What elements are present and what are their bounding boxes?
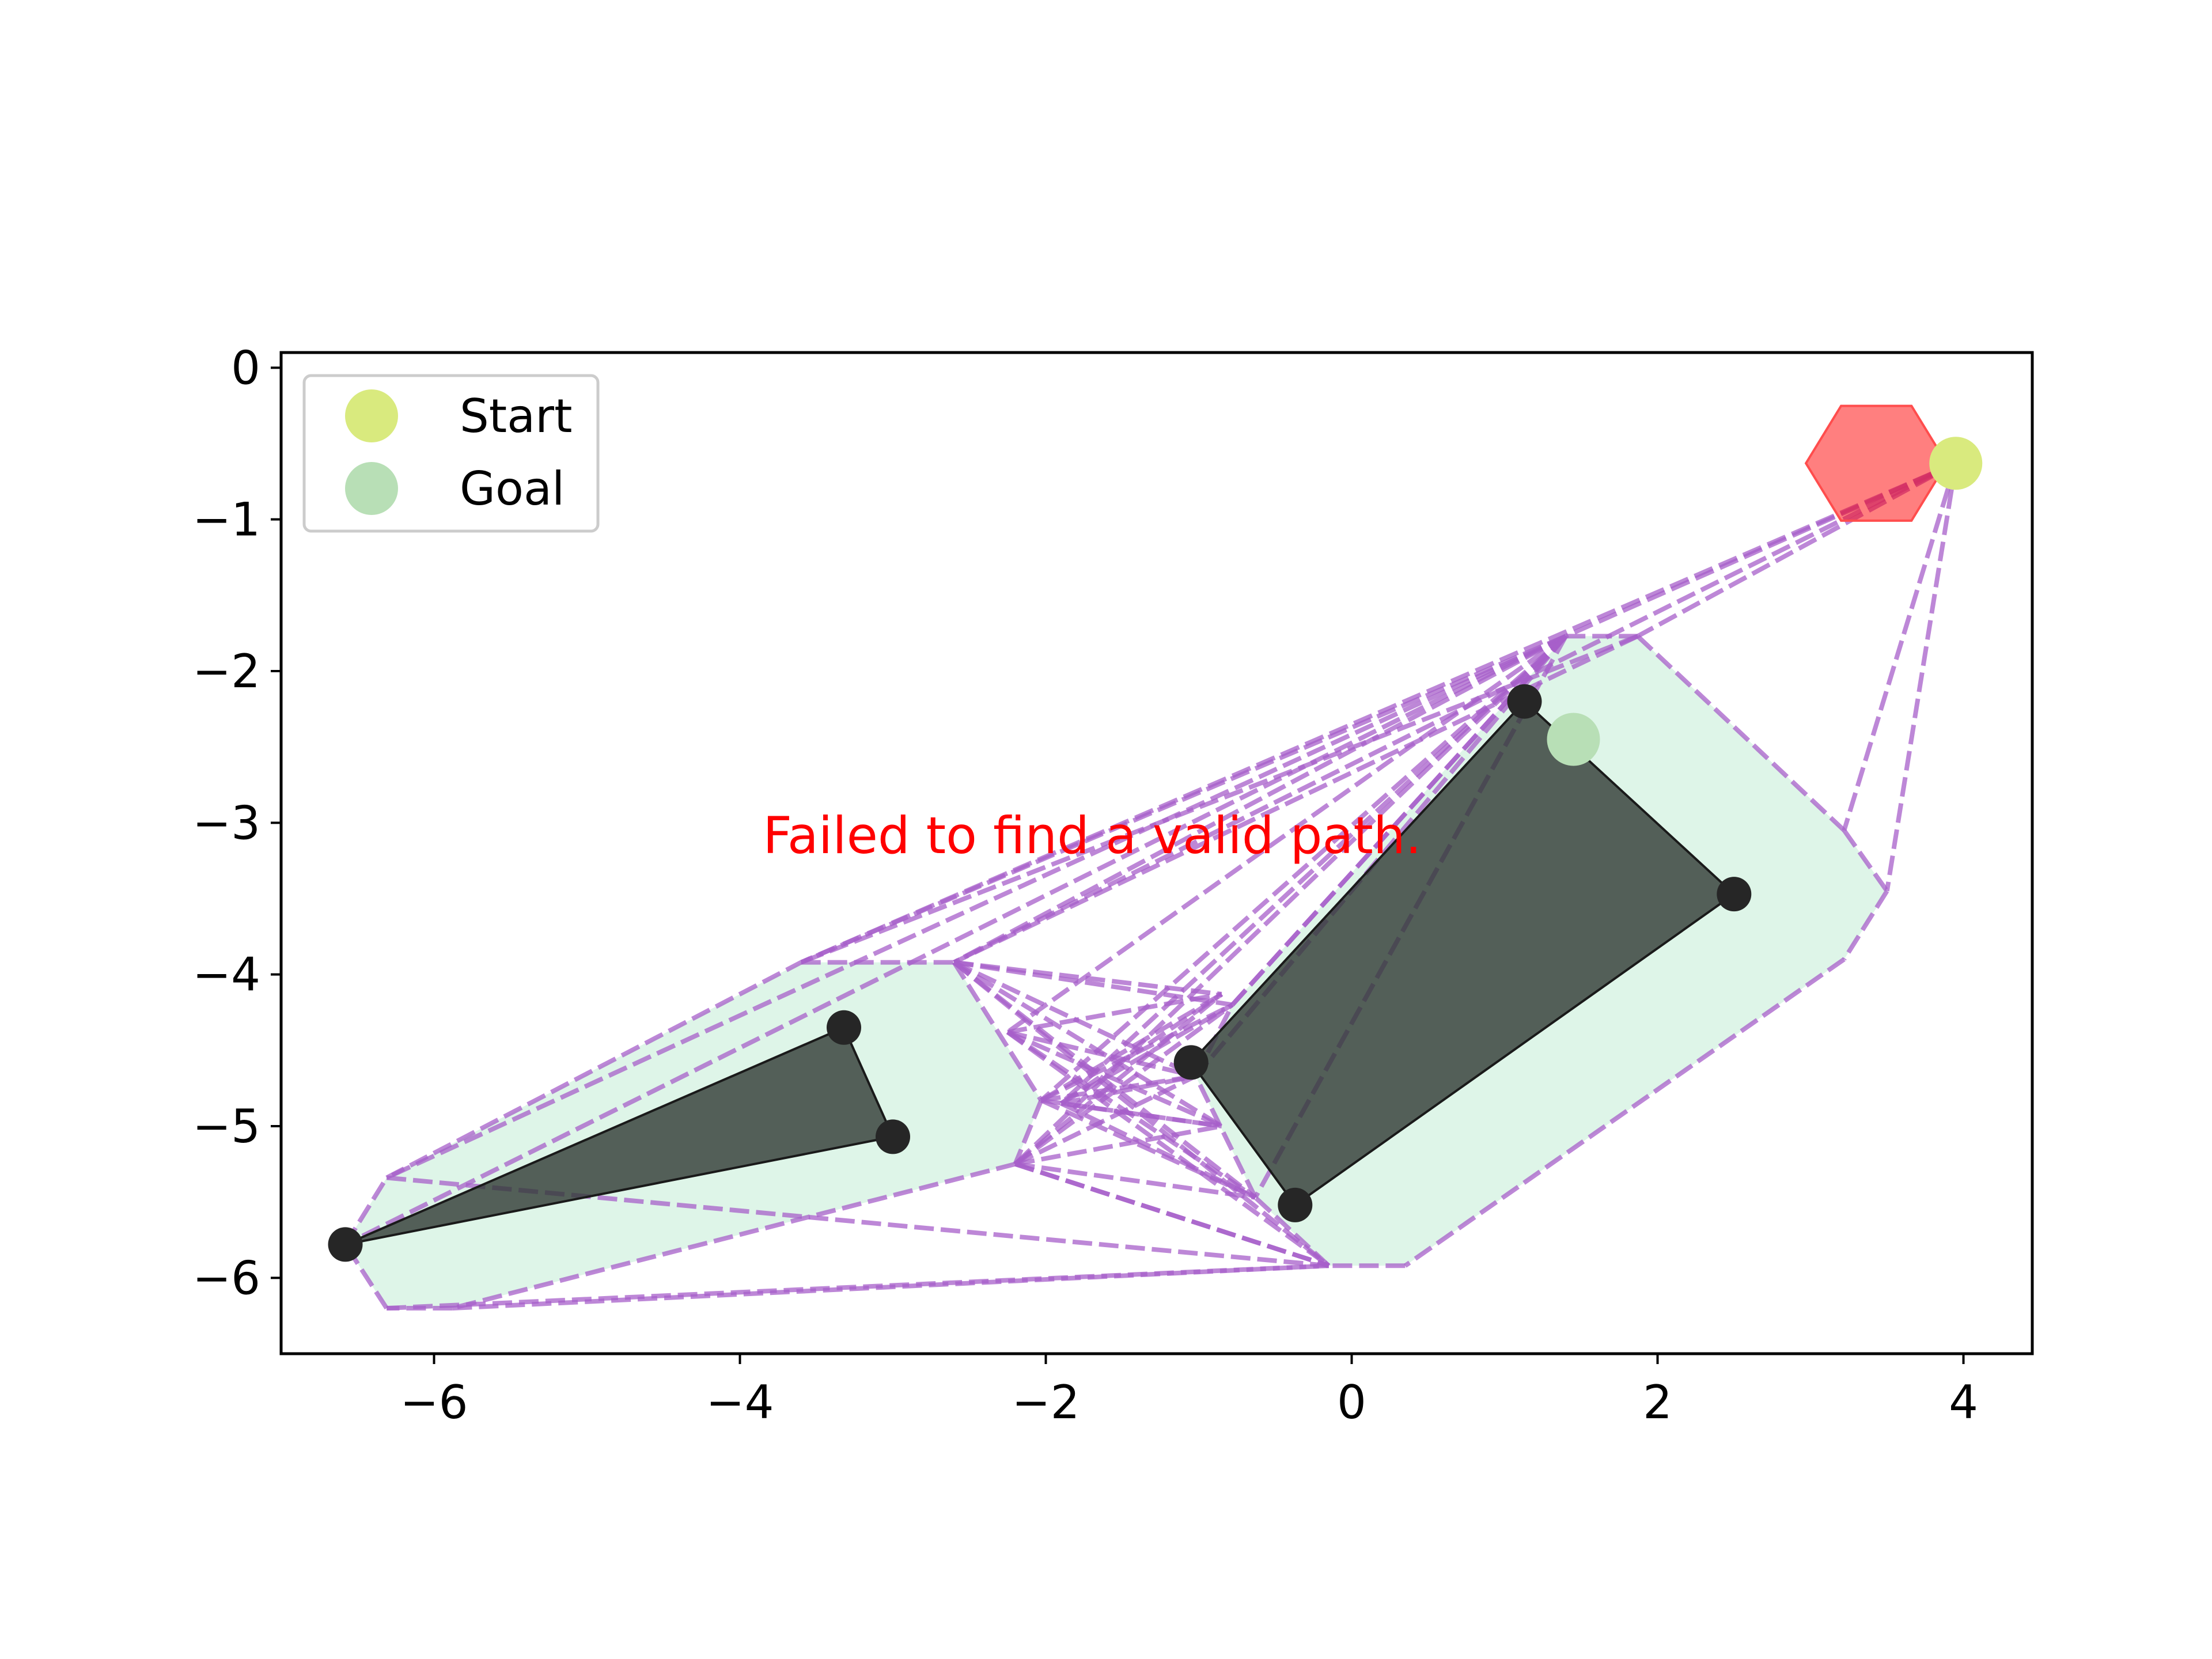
graph-edge bbox=[800, 634, 1567, 965]
graph-edge bbox=[1060, 1074, 1196, 1106]
graph-edge bbox=[953, 634, 1639, 965]
y-axis: 0 −1 −2 −3 −4 −5 −6 bbox=[192, 341, 281, 1305]
graph-edge bbox=[1842, 889, 1889, 961]
x-tick-label: 2 bbox=[1643, 1376, 1672, 1429]
graph-edge bbox=[1194, 1075, 1257, 1199]
graph-edge bbox=[385, 634, 1567, 1180]
graph-edge bbox=[1014, 1161, 1330, 1268]
obstacle-vertex bbox=[827, 1010, 861, 1045]
obstacle-vertex bbox=[328, 1227, 363, 1262]
legend-goal-label: Goal bbox=[460, 462, 565, 516]
graph-edge bbox=[800, 634, 1639, 965]
graph-edge bbox=[1060, 1101, 1256, 1200]
graph-edge bbox=[1404, 957, 1846, 1268]
plot-area bbox=[328, 404, 1983, 1310]
agent-hexagon bbox=[1804, 404, 1948, 522]
graph-edge bbox=[1060, 1002, 1234, 1105]
x-tick-label: 0 bbox=[1337, 1376, 1366, 1429]
graph-edge bbox=[385, 960, 802, 1180]
y-tick-label: −2 bbox=[192, 645, 260, 698]
graph-edge bbox=[1014, 1003, 1234, 1166]
graph-edge bbox=[1059, 634, 1567, 1105]
legend-start-label: Start bbox=[460, 389, 572, 443]
y-tick-label: −5 bbox=[192, 1100, 260, 1153]
axes-frame bbox=[279, 351, 2034, 1355]
obstacle-vertex bbox=[876, 1119, 910, 1154]
start-marker bbox=[1929, 437, 1983, 490]
graph-edge bbox=[452, 1263, 1329, 1310]
graph-edge bbox=[1842, 463, 1959, 831]
graph-edge bbox=[953, 960, 1233, 1007]
graph-edge bbox=[1006, 634, 1567, 1034]
x-tick-label: −6 bbox=[400, 1376, 468, 1429]
obstacle-vertex bbox=[1507, 684, 1542, 719]
graph-edge bbox=[1013, 634, 1567, 1166]
graph-edge bbox=[1636, 634, 1846, 832]
graph-edge bbox=[1842, 829, 1889, 893]
graph-edge bbox=[1060, 1101, 1222, 1128]
x-axis: −6 −4 −2 0 2 4 bbox=[400, 1354, 1978, 1429]
graph-edge bbox=[1007, 991, 1222, 1035]
obstacle-vertex bbox=[1278, 1187, 1313, 1222]
y-tick-label: −1 bbox=[192, 493, 260, 547]
graph-edge bbox=[952, 961, 1043, 1102]
x-tick-label: 4 bbox=[1949, 1376, 1978, 1429]
obstacle-vertex bbox=[1717, 877, 1752, 912]
graph-edge bbox=[1006, 1030, 1331, 1268]
x-tick-label: −2 bbox=[1012, 1376, 1080, 1429]
graph-edge bbox=[1014, 1074, 1197, 1166]
y-tick-label: −6 bbox=[192, 1251, 260, 1305]
y-tick-label: 0 bbox=[231, 341, 260, 395]
graph-edge bbox=[1884, 463, 1959, 892]
graph-edge bbox=[1014, 1161, 1256, 1200]
y-tick-label: −3 bbox=[192, 796, 260, 850]
graph-edge bbox=[452, 1161, 1016, 1310]
graph-edge bbox=[953, 634, 1567, 965]
failure-annotation: Failed to find a valid path. bbox=[763, 806, 1421, 865]
y-tick-label: −4 bbox=[192, 948, 260, 1002]
graph-edge bbox=[1013, 1099, 1044, 1165]
legend: Start Goal bbox=[302, 374, 600, 533]
obstacle-vertex bbox=[1173, 1045, 1209, 1080]
graph-edge bbox=[344, 634, 1567, 1247]
legend-start-marker bbox=[345, 389, 398, 442]
graph-edge bbox=[953, 960, 1222, 997]
goal-marker bbox=[1547, 713, 1600, 766]
x-tick-label: −4 bbox=[706, 1376, 774, 1429]
graph-edge bbox=[1007, 1029, 1196, 1078]
graph-edge bbox=[1014, 1124, 1222, 1166]
graph-edge bbox=[1006, 1030, 1223, 1128]
graph-edge bbox=[1059, 992, 1224, 1105]
legend-goal-marker bbox=[345, 462, 398, 515]
triangle-obstacle bbox=[344, 1026, 894, 1246]
